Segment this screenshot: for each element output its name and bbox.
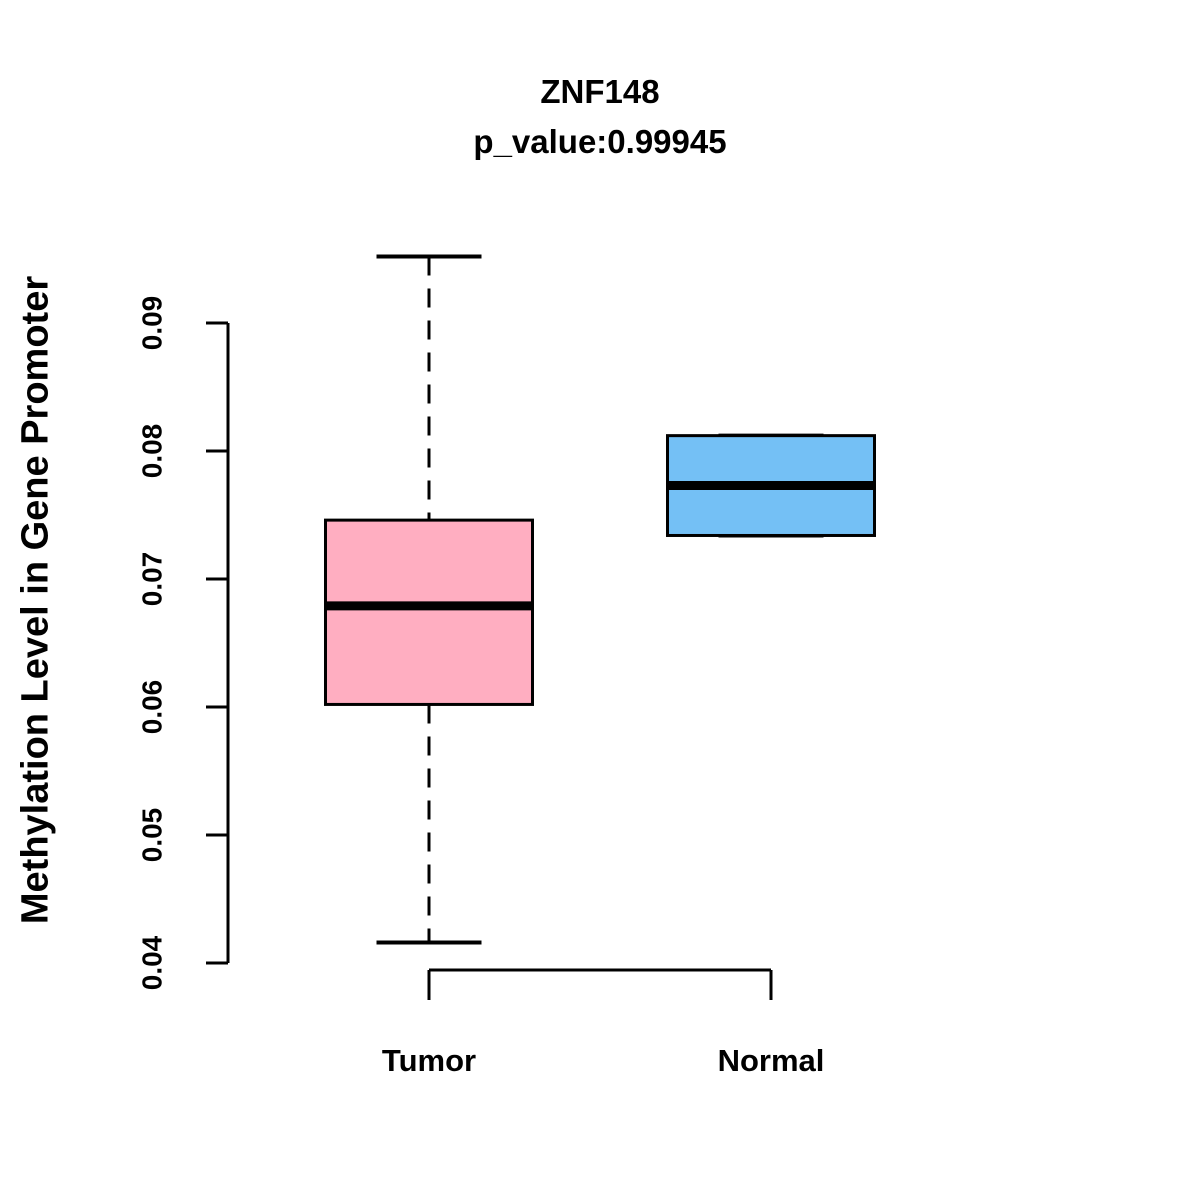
y-tick-label: 0.09 [137,296,168,351]
x-tick-label-normal: Normal [717,1043,825,1078]
y-tick-label: 0.04 [137,935,168,990]
y-axis-label: Methylation Level in Gene Promoter [14,275,57,925]
chart-subtitle-pvalue: p_value:0.99945 [473,123,727,160]
x-tick-label-tumor: Tumor [381,1043,477,1078]
box-tumor [324,518,534,706]
y-tick-label: 0.06 [137,680,168,735]
y-tick-label: 0.08 [137,424,168,479]
y-tick-label: 0.05 [137,808,168,863]
chart-title: ZNF148 [540,73,660,110]
y-tick-label: 0.07 [137,552,168,607]
